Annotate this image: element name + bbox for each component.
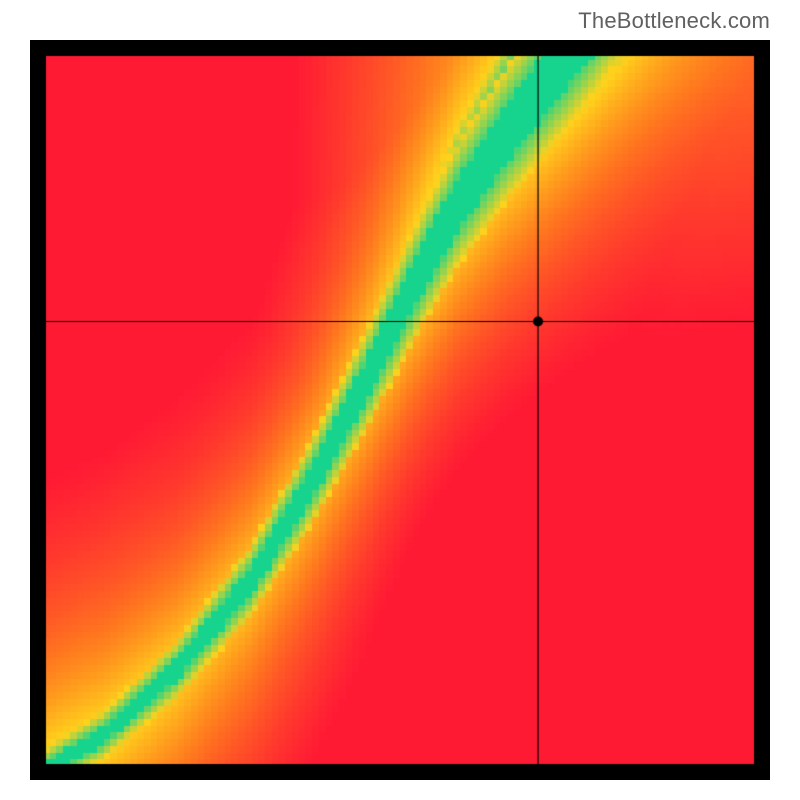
- watermark-text: TheBottleneck.com: [578, 8, 770, 34]
- chart-container: TheBottleneck.com: [0, 0, 800, 800]
- bottleneck-heatmap: [30, 40, 770, 780]
